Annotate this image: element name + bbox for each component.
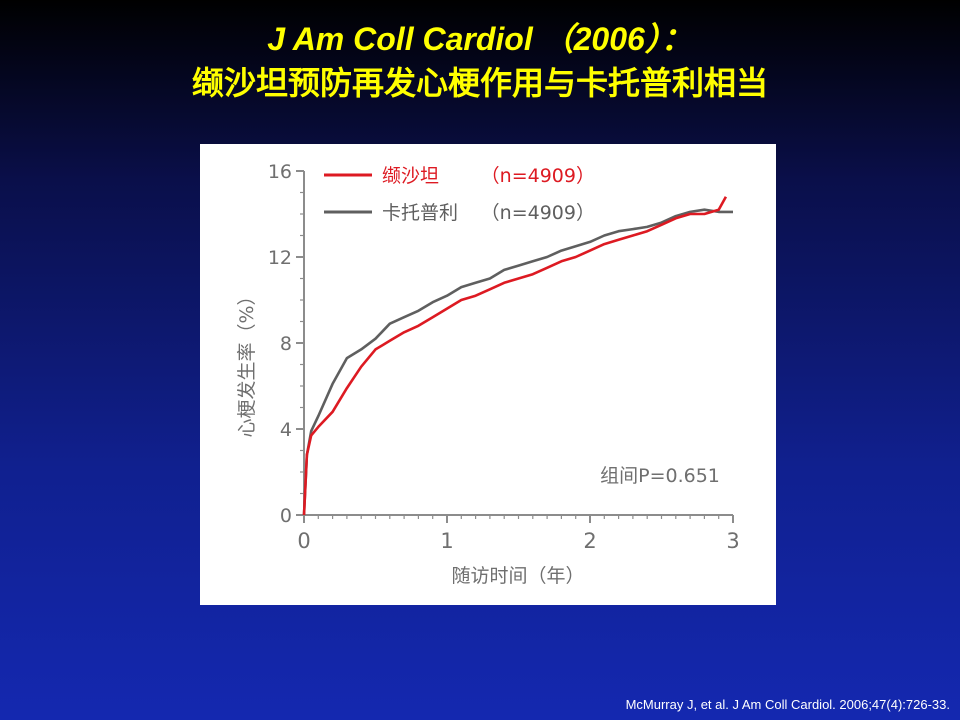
chart-panel: 0 4 8 12 16 0 1 2 3 缬沙坦 （n=4909） 卡托普利 （n=4909） 组间P=… [200, 144, 776, 605]
y-tick-label: 16 [268, 161, 292, 183]
x-tick-label: 0 [297, 529, 310, 553]
slide-title-line1: J Am Coll Cardiol （2006）： [267, 21, 693, 57]
y-tick-label: 0 [280, 505, 292, 527]
x-tick-label: 2 [583, 529, 596, 553]
series-line [302, 208, 733, 516]
legend-n: （n=4909） [481, 165, 595, 187]
x-tick-label: 1 [440, 529, 453, 553]
x-tick-label: 3 [726, 529, 739, 553]
y-tick-label: 4 [280, 419, 292, 441]
p-value-annotation: 组间P=0.651 [600, 465, 720, 487]
legend-n: （n=4909） [481, 202, 595, 224]
y-tick-label: 12 [268, 247, 292, 269]
slide-title-line2: 缬沙坦预防再发心梗作用与卡托普利相当 [191, 64, 768, 102]
legend-label: 卡托普利 [382, 202, 458, 224]
y-axis-label: 心梗发生率（%） [236, 286, 258, 437]
citation: McMurray J, et al. J Am Coll Cardiol. 20… [625, 697, 950, 712]
legend-label: 缬沙坦 [382, 165, 439, 187]
x-axis-label: 随访时间（年） [451, 565, 584, 587]
y-tick-label: 8 [280, 333, 292, 355]
series-line [302, 196, 728, 516]
